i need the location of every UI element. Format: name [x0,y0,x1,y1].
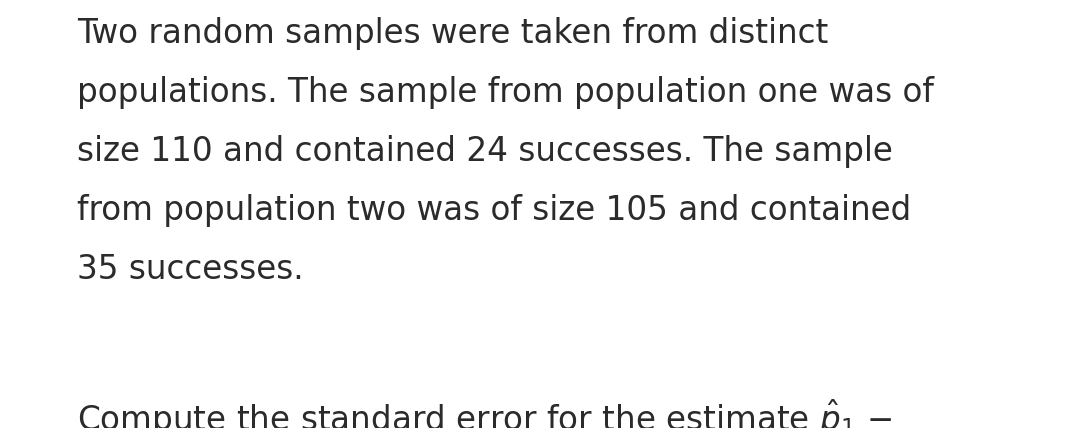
Text: populations. The sample from population one was of: populations. The sample from population … [77,76,934,109]
Text: size 110 and contained 24 successes. The sample: size 110 and contained 24 successes. The… [77,135,893,168]
Text: from population two was of size 105 and contained: from population two was of size 105 and … [77,194,911,227]
Text: 35 successes.: 35 successes. [77,253,304,286]
Text: Two random samples were taken from distinct: Two random samples were taken from disti… [77,17,828,50]
Text: Compute the standard error for the estimate $\hat{p}_1$ $-$: Compute the standard error for the estim… [77,398,892,428]
